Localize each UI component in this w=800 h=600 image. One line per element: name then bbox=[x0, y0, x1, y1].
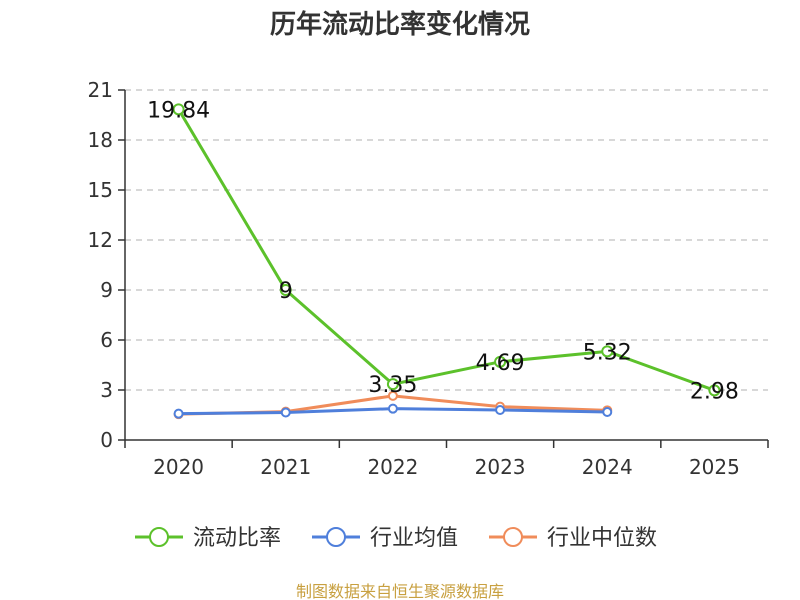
data-point bbox=[494, 355, 507, 368]
legend-label: 流动比率 bbox=[193, 526, 281, 551]
legend-marker bbox=[503, 527, 523, 547]
y-tick-label: 21 bbox=[88, 78, 113, 102]
data-label: 5.32 bbox=[583, 340, 632, 365]
x-tick-label: 2024 bbox=[582, 455, 633, 479]
x-tick-label: 2021 bbox=[260, 455, 311, 479]
data-label: 9 bbox=[279, 279, 293, 304]
x-tick-label: 2022 bbox=[367, 455, 418, 479]
data-point bbox=[387, 390, 398, 401]
data-point bbox=[173, 408, 184, 419]
legend-label: 行业中位数 bbox=[547, 526, 657, 551]
data-label: 2.98 bbox=[690, 379, 739, 404]
y-tick-label: 6 bbox=[100, 328, 113, 352]
series-line bbox=[177, 108, 715, 392]
legend: 流动比率 行业均值 行业中位数 bbox=[135, 526, 657, 551]
data-label: 3.35 bbox=[368, 373, 417, 398]
chart-title: 历年流动比率变化情况 bbox=[270, 9, 530, 40]
data-labels: 19.84 9 3.35 4.69 5.32 2.98 bbox=[147, 98, 739, 404]
data-point bbox=[280, 407, 291, 418]
grid-lines bbox=[125, 89, 768, 391]
legend-marker bbox=[326, 527, 346, 547]
y-tick-label: 0 bbox=[100, 428, 113, 452]
axes: 0 3 6 9 12 15 18 21 2020 2021 2022 2023 2024 2025 bbox=[88, 78, 769, 479]
legend-label: 行业均值 bbox=[370, 526, 458, 551]
data-point bbox=[708, 384, 721, 397]
y-tick-label: 3 bbox=[100, 378, 113, 402]
y-tick-label: 18 bbox=[88, 128, 113, 152]
data-point bbox=[495, 405, 506, 415]
data-point bbox=[602, 407, 613, 417]
y-tick-label: 15 bbox=[88, 178, 113, 202]
source-note: 制图数据来自恒生聚源数据库 bbox=[296, 582, 504, 600]
data-point bbox=[279, 284, 292, 296]
data-point bbox=[172, 103, 185, 116]
data-label: 19.84 bbox=[147, 98, 210, 123]
data-point bbox=[387, 403, 398, 414]
y-tick-label: 12 bbox=[88, 228, 113, 252]
data-point bbox=[601, 345, 614, 358]
y-tick-label: 9 bbox=[100, 278, 113, 302]
data-point bbox=[386, 378, 399, 391]
x-tick-label: 2025 bbox=[689, 455, 740, 479]
x-tick-label: 2023 bbox=[475, 455, 526, 479]
legend-marker bbox=[149, 527, 169, 547]
series-layer bbox=[172, 103, 721, 420]
x-tick-label: 2020 bbox=[153, 455, 204, 479]
data-label: 4.69 bbox=[476, 351, 525, 376]
